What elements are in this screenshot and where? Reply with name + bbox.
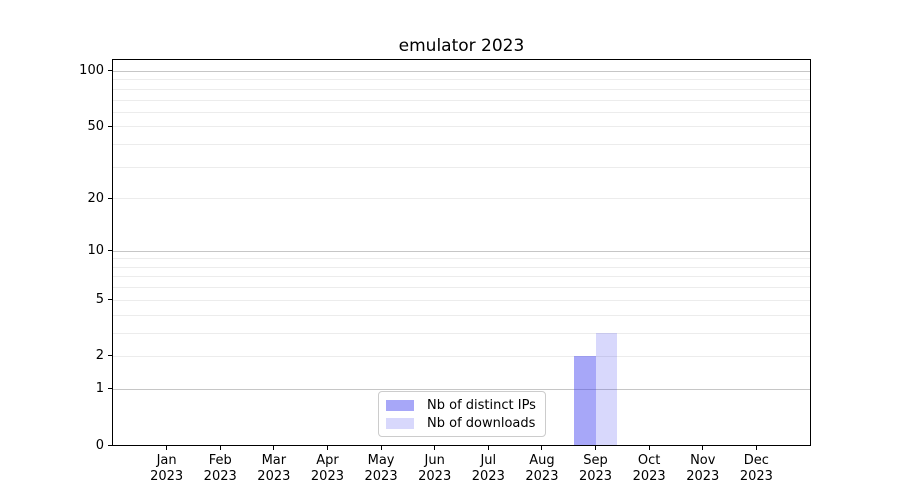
x-tick-month: Aug	[529, 453, 555, 468]
minor-gridline	[113, 99, 810, 101]
y-tick-label: 5	[95, 292, 104, 308]
minor-gridline	[113, 144, 810, 146]
minor-gridline	[113, 258, 810, 260]
y-tick-label: 10	[87, 243, 104, 259]
legend-swatch-distinct-ips	[386, 400, 414, 412]
minor-gridline	[113, 88, 810, 90]
y-tick-label: 1	[95, 381, 104, 397]
minor-gridline	[113, 266, 810, 268]
minor-gridline	[113, 299, 810, 301]
x-tick-label: Aug 2023	[510, 453, 574, 484]
x-tick-label: Nov 2023	[671, 453, 735, 484]
x-tick-label: Feb 2023	[188, 453, 252, 484]
x-tick-mark	[434, 445, 436, 450]
x-tick-month: Oct	[637, 453, 661, 468]
minor-gridline	[113, 287, 810, 289]
legend-label-downloads: Nb of downloads	[427, 415, 536, 431]
x-tick-mark	[595, 445, 597, 450]
x-tick-label: Jun 2023	[403, 453, 467, 484]
minor-gridline	[113, 276, 810, 278]
bar-distinct-ips	[574, 355, 596, 445]
x-tick-label: Apr 2023	[295, 453, 359, 484]
x-tick-year: 2023	[686, 468, 720, 484]
x-tick-month: Jan	[156, 453, 177, 468]
major-gridline	[113, 70, 810, 72]
chart-title: emulator 2023	[398, 36, 525, 56]
x-tick-label: Sep 2023	[564, 453, 628, 484]
y-tick-mark	[108, 197, 113, 199]
minor-gridline	[113, 166, 810, 168]
x-tick-month: Sep	[583, 453, 608, 468]
x-tick-label: Mar 2023	[242, 453, 306, 484]
x-tick-month: May	[367, 453, 395, 468]
x-tick-year: 2023	[364, 468, 398, 484]
y-tick-mark	[108, 388, 113, 390]
x-tick-year: 2023	[525, 468, 559, 484]
y-tick-mark	[108, 299, 113, 301]
legend: Nb of distinct IPs Nb of downloads	[378, 391, 546, 437]
y-tick-label: 50	[87, 118, 104, 134]
major-gridline	[113, 388, 810, 390]
plot-area: Nb of distinct IPs Nb of downloads	[112, 59, 811, 446]
legend-label-distinct-ips: Nb of distinct IPs	[427, 398, 536, 414]
x-tick-year: 2023	[471, 468, 505, 484]
legend-item-downloads: Nb of downloads	[386, 415, 539, 433]
x-tick-label: Dec 2023	[724, 453, 788, 484]
y-tick-label: 20	[87, 190, 104, 206]
y-tick-mark	[108, 70, 113, 72]
x-tick-year: 2023	[203, 468, 237, 484]
legend-item-distinct-ips: Nb of distinct IPs	[386, 397, 539, 415]
y-tick-label: 100	[79, 63, 104, 79]
x-tick-mark	[166, 445, 168, 450]
y-tick-mark	[108, 355, 113, 357]
y-tick-mark	[108, 125, 113, 127]
x-tick-year: 2023	[739, 468, 773, 484]
x-tick-month: Jul	[480, 453, 497, 468]
x-tick-year: 2023	[257, 468, 291, 484]
x-tick-mark	[219, 445, 221, 450]
x-tick-year: 2023	[632, 468, 666, 484]
x-tick-month: Apr	[316, 453, 339, 468]
x-tick-mark	[648, 445, 650, 450]
x-tick-label: May 2023	[349, 453, 413, 484]
x-tick-month: Dec	[743, 453, 769, 468]
x-tick-label: Oct 2023	[617, 453, 681, 484]
x-tick-mark	[487, 445, 489, 450]
y-tick-label: 0	[95, 437, 104, 453]
x-tick-mark	[702, 445, 704, 450]
bar-downloads	[595, 332, 617, 445]
x-tick-year: 2023	[310, 468, 344, 484]
minor-gridline	[113, 79, 810, 81]
x-tick-year: 2023	[418, 468, 452, 484]
y-tick-mark	[108, 444, 113, 446]
minor-gridline	[113, 314, 810, 316]
minor-gridline	[113, 111, 810, 113]
x-tick-mark	[326, 445, 328, 450]
x-tick-month: Jun	[424, 453, 445, 468]
minor-gridline	[113, 332, 810, 334]
x-tick-year: 2023	[578, 468, 613, 484]
x-tick-mark	[273, 445, 275, 450]
x-tick-mark	[755, 445, 757, 450]
x-tick-label: Jul 2023	[456, 453, 520, 484]
y-tick-mark	[108, 250, 113, 252]
major-gridline	[113, 250, 810, 252]
x-tick-mark	[541, 445, 543, 450]
x-tick-month: Mar	[261, 453, 287, 468]
x-tick-label: Jan 2023	[135, 453, 199, 484]
legend-swatch-downloads	[386, 417, 414, 429]
minor-gridline	[113, 355, 810, 357]
minor-gridline	[113, 126, 810, 128]
x-tick-month: Feb	[208, 453, 232, 468]
y-tick-label: 2	[95, 348, 104, 364]
x-tick-month: Nov	[690, 453, 716, 468]
x-tick-year: 2023	[150, 468, 184, 484]
minor-gridline	[113, 198, 810, 200]
x-tick-mark	[380, 445, 382, 450]
